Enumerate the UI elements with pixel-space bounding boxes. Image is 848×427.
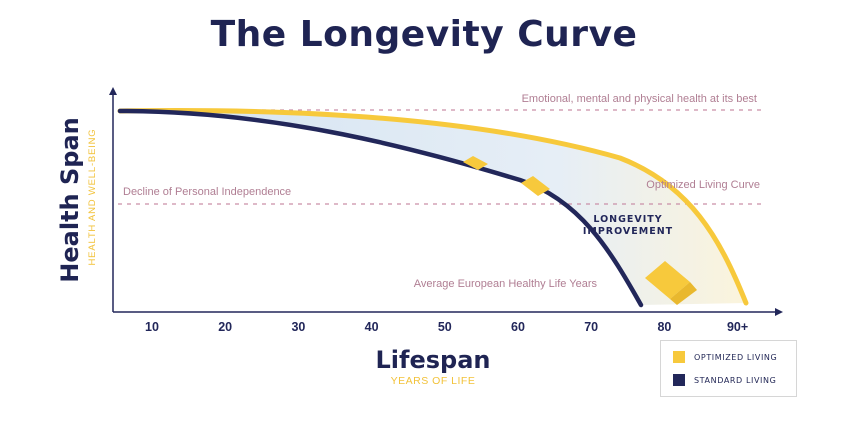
reference-label-best-health: Emotional, mental and physical health at… [522, 93, 757, 105]
x-tick-label: 60 [511, 320, 525, 334]
chart-legend: OPTIMIZED LIVING STANDARD LIVING [660, 340, 797, 397]
x-tick-label: 90+ [727, 320, 748, 334]
x-axis-sublabel: YEARS OF LIFE [391, 375, 476, 387]
longevity-improvement-area [120, 110, 746, 306]
x-tick-label: 70 [584, 320, 598, 334]
legend-swatch-standard [673, 374, 685, 386]
x-tick-label: 30 [291, 320, 305, 334]
y-axis-label: Health Span [56, 117, 84, 282]
improvement-marker-1 [463, 156, 488, 170]
annotation-longevity-line1: LONGEVITY [593, 214, 662, 225]
x-tick-label: 10 [145, 320, 159, 334]
legend-label-optimized: OPTIMIZED LIVING [694, 352, 778, 362]
legend-item-standard: STANDARD LIVING [673, 373, 776, 387]
improvement-marker-3-shade [670, 282, 697, 305]
improvement-marker-3 [645, 261, 690, 299]
x-tick-label: 40 [365, 320, 379, 334]
annotation-average-healthy-years: Average European Healthy Life Years [414, 278, 598, 290]
optimized-living-curve [117, 108, 749, 306]
y-axis-sublabel: HEALTH AND WELL-BEING [87, 129, 98, 266]
y-axis-arrow [109, 87, 117, 95]
x-tick-label: 50 [438, 320, 452, 334]
chart-title: The Longevity Curve [210, 14, 638, 55]
annotation-longevity-line2: IMPROVEMENT [583, 226, 673, 237]
standard-living-curve [117, 108, 644, 308]
reference-label-independence: Decline of Personal Independence [123, 186, 291, 198]
x-axis-label: Lifespan [376, 346, 491, 374]
x-tick-label: 20 [218, 320, 232, 334]
legend-swatch-optimized [673, 351, 685, 363]
annotation-optimized-curve: Optimized Living Curve [646, 179, 760, 191]
legend-label-standard: STANDARD LIVING [694, 375, 777, 385]
x-axis-arrow [775, 308, 783, 316]
legend-item-optimized: OPTIMIZED LIVING [673, 350, 777, 364]
improvement-marker-2 [521, 176, 550, 196]
x-tick-label: 80 [657, 320, 671, 334]
x-tick-labels: 10 20 30 40 50 60 70 80 90+ [145, 320, 748, 334]
